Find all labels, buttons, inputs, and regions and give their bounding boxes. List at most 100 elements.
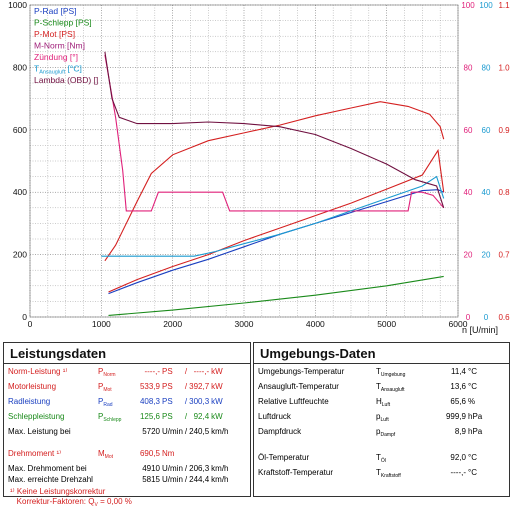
row-symbol xyxy=(98,426,134,437)
correction-note: ¹⁾ Keine Leistungskorrektur Korrektur-Fa… xyxy=(10,487,250,510)
row-symbol-sub: Mot xyxy=(103,387,112,393)
row-unit-1: PS xyxy=(162,367,173,376)
y-tick-label: 600 xyxy=(13,125,27,135)
right-axis-tick-label: 1.1 xyxy=(498,1,510,10)
table-row xyxy=(8,437,231,448)
row-symbol: pDampf xyxy=(376,427,396,438)
row-symbol-sub: Dampf xyxy=(380,432,396,438)
table-row xyxy=(258,441,484,452)
legend-entry-suffix: [°C] xyxy=(65,64,82,74)
row-value-1: 4910 xyxy=(142,464,160,473)
legend-entry: P-Schlepp [PS] xyxy=(34,18,92,28)
row-sep: / xyxy=(184,475,188,484)
right-axis-tick-label: 0.9 xyxy=(498,126,510,135)
table-row: Öl-Temperatur TÖl 92,0 °C xyxy=(258,452,484,467)
umgebungsdaten-table: Umgebungs-Temperatur TUmgebung 11,4 °C Ansau… xyxy=(258,366,484,482)
row-symbol: PNorm xyxy=(98,367,116,378)
row-label: Max. erreichte Drehzahl xyxy=(8,475,93,484)
y-axis-left: 0 200 400 600 800 1000 xyxy=(8,0,27,322)
right-axis-tick-label: 100 xyxy=(461,1,475,10)
row-value-1: 408,3 xyxy=(139,397,160,406)
row-unit-1: U/min xyxy=(162,464,183,473)
row-symbol: PMot xyxy=(98,382,112,393)
row-symbol-sub: Luft xyxy=(380,417,389,423)
row-symbol: HLuft xyxy=(376,397,391,408)
row-unit-2: kW xyxy=(211,382,223,391)
row-value-1 xyxy=(134,437,162,448)
row-sep: / xyxy=(184,464,188,473)
row-symbol: TUmgebung xyxy=(376,367,406,378)
right-axis-tick-label: 0.6 xyxy=(498,313,510,322)
row-unit: °C xyxy=(468,468,477,477)
grid xyxy=(29,4,459,318)
right-axis-tick-label: 60 xyxy=(482,126,491,135)
row-symbol: PSchlepp xyxy=(98,412,122,423)
row-value-2 xyxy=(189,437,211,448)
right-axis-tick-label: 80 xyxy=(482,63,491,72)
row-symbol: PRad xyxy=(98,397,113,408)
row-value-1: 5815 xyxy=(142,475,160,484)
x-tick-label: 1000 xyxy=(92,319,111,329)
row-label: Max. Drehmoment bei xyxy=(8,464,87,473)
umgebungsdaten-title: Umgebungs-Daten xyxy=(254,343,509,364)
row-label: Norm-Leistung ¹⁾ xyxy=(8,367,68,376)
row-value-1: 125,6 xyxy=(139,412,160,421)
row-symbol xyxy=(98,437,134,448)
row-value-2: 206,3 xyxy=(189,464,210,473)
legend-entry-sub: Ansaugluft xyxy=(39,70,65,76)
leistungsdaten-panel: Leistungsdaten Norm-Leistung ¹⁾ PNorm ----… xyxy=(3,342,251,508)
row-symbol: pLuft xyxy=(376,412,389,423)
correction-note-1: ¹⁾ Keine Leistungskorrektur xyxy=(10,487,106,496)
y-tick-label: 0 xyxy=(22,312,27,322)
row-unit-2 xyxy=(211,448,230,463)
row-unit-2: kW xyxy=(211,397,223,406)
row-value-2: 392,7 xyxy=(189,382,210,391)
table-row: Max. Leistung bei 5720 U/min/240,5 km/h xyxy=(8,426,231,437)
right-axis-tick-label: 0.8 xyxy=(498,188,510,197)
series-group xyxy=(101,51,445,316)
legend-entry: P-Mot [PS] xyxy=(34,29,75,39)
right-axis-tick-label: 20 xyxy=(464,251,473,260)
right-axis-tick-label: 40 xyxy=(464,188,473,197)
right-axis-tick-label: 100 xyxy=(479,1,493,10)
row-unit-1: PS xyxy=(162,412,173,421)
row-unit: °C xyxy=(468,367,477,376)
row-sep: / xyxy=(184,382,188,391)
row-symbol xyxy=(98,463,134,474)
correction-note-2: Korrektur-Faktoren: QV = 0,00 % xyxy=(10,497,250,510)
dyno-chart: 0 1000 2000 3000 4000 5000 6000 02004006008001… xyxy=(8,0,510,335)
row-value: 65,6 xyxy=(450,397,466,406)
row-symbol: TAnsaugluft xyxy=(376,382,405,393)
row-label: Kraftstoff-Temperatur xyxy=(258,468,333,477)
table-row: Max. Drehmoment bei 4910 U/min/206,3 km/h xyxy=(8,463,231,474)
right-axis-tick-label: 0.7 xyxy=(498,251,510,260)
row-unit: °C xyxy=(468,453,477,462)
x-axis-label: n [U/min] xyxy=(462,325,498,335)
row-symbol-sub: Schlepp xyxy=(103,417,122,423)
row-symbol xyxy=(98,474,134,485)
row-symbol-sub: Öl xyxy=(380,458,386,464)
row-label: Luftdruck xyxy=(258,412,291,421)
row-unit-2: km/h xyxy=(211,464,229,473)
right-axis-tick-label: 20 xyxy=(482,251,491,260)
series-line xyxy=(104,51,445,208)
y-tick-label: 200 xyxy=(13,250,27,260)
table-row: Drehmoment ¹⁾ MMot 690,5 Nm xyxy=(8,448,231,463)
table-row: Max. erreichte Drehzahl 5815 U/min/244,4 km… xyxy=(8,474,231,485)
row-symbol-sub: Kraftstoff xyxy=(380,473,401,479)
row-label: Schleppleistung xyxy=(8,412,65,421)
legend-entry: Lambda (OBD) [] xyxy=(34,75,98,85)
row-unit-1: U/min xyxy=(162,475,183,484)
right-axis-tick-label: 60 xyxy=(464,126,473,135)
row-symbol-sub: Rad xyxy=(103,402,113,408)
row-value: 13,6 xyxy=(450,382,466,391)
legend-entry: M-Norm [Nm] xyxy=(34,41,85,51)
y-tick-label: 800 xyxy=(13,62,27,72)
row-value xyxy=(428,441,468,452)
row-unit-1: PS xyxy=(162,382,173,391)
row-value: 92,0 xyxy=(450,453,466,462)
correction-value: = 0,00 % xyxy=(100,497,132,506)
x-tick-label: 2000 xyxy=(163,319,182,329)
row-unit: hPa xyxy=(468,412,483,421)
row-label: Ansaugluft-Temperatur xyxy=(258,382,339,391)
